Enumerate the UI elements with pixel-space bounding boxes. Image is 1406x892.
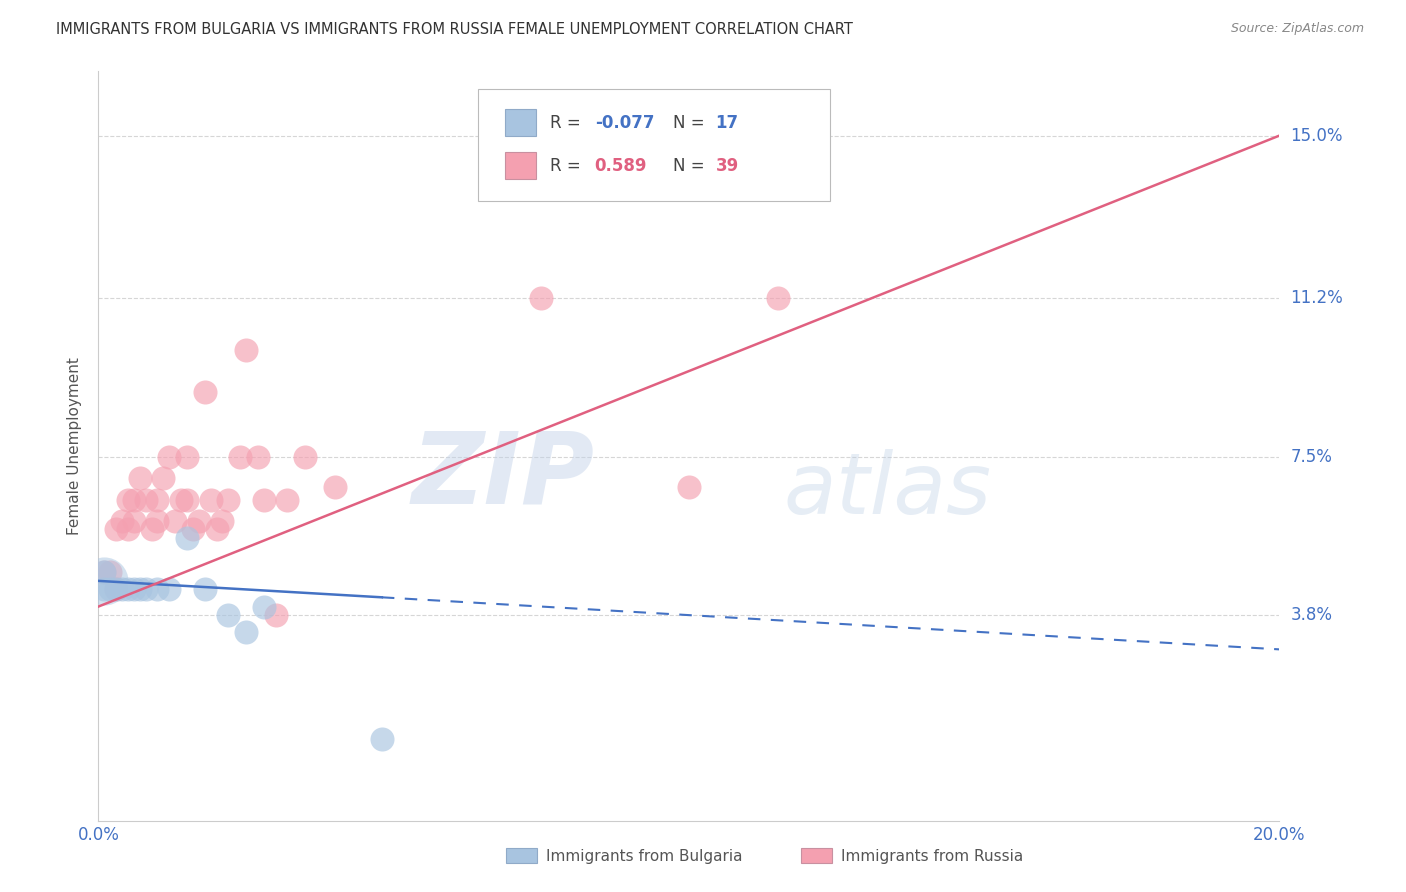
Point	[93, 566, 115, 580]
Text: -0.077: -0.077	[595, 113, 654, 132]
Point	[93, 566, 115, 580]
Point	[176, 531, 198, 545]
Text: R =: R =	[550, 113, 586, 132]
Point	[98, 582, 121, 597]
Point	[141, 523, 163, 537]
Text: 3.8%: 3.8%	[1291, 607, 1333, 624]
Point	[200, 492, 222, 507]
Text: 17: 17	[716, 113, 738, 132]
Point	[181, 523, 204, 537]
Y-axis label: Female Unemployment: Female Unemployment	[66, 357, 82, 535]
Text: Immigrants from Bulgaria: Immigrants from Bulgaria	[546, 849, 742, 863]
Text: atlas: atlas	[783, 450, 991, 533]
Point	[152, 471, 174, 485]
Point	[122, 582, 145, 597]
Point	[211, 514, 233, 528]
Point	[253, 599, 276, 614]
Point	[135, 582, 157, 597]
Text: 0.589: 0.589	[595, 157, 647, 175]
Point	[176, 492, 198, 507]
Text: N =: N =	[673, 113, 710, 132]
Text: 7.5%: 7.5%	[1291, 448, 1333, 466]
Point	[128, 582, 150, 597]
Point	[122, 514, 145, 528]
Point	[146, 514, 169, 528]
Point	[105, 523, 128, 537]
Point	[187, 514, 209, 528]
Point	[111, 514, 134, 528]
Point	[194, 385, 217, 400]
Point	[276, 492, 298, 507]
Text: 39: 39	[716, 157, 740, 175]
Point	[93, 582, 115, 597]
Point	[105, 582, 128, 597]
Text: Immigrants from Russia: Immigrants from Russia	[841, 849, 1024, 863]
Point	[117, 523, 139, 537]
Point	[117, 492, 139, 507]
Text: Source: ZipAtlas.com: Source: ZipAtlas.com	[1230, 22, 1364, 36]
Point	[194, 582, 217, 597]
Point	[128, 471, 150, 485]
Text: R =: R =	[550, 157, 591, 175]
Point	[93, 574, 115, 588]
Point	[217, 608, 239, 623]
Point	[560, 171, 582, 186]
Text: IMMIGRANTS FROM BULGARIA VS IMMIGRANTS FROM RUSSIA FEMALE UNEMPLOYMENT CORRELATI: IMMIGRANTS FROM BULGARIA VS IMMIGRANTS F…	[56, 22, 853, 37]
Point	[253, 492, 276, 507]
Point	[264, 608, 287, 623]
Point	[157, 582, 180, 597]
Point	[323, 480, 346, 494]
Point	[135, 492, 157, 507]
Text: N =: N =	[673, 157, 710, 175]
Text: ZIP: ZIP	[412, 427, 595, 524]
Point	[111, 582, 134, 597]
Point	[294, 450, 316, 464]
Point	[122, 492, 145, 507]
Point	[105, 582, 128, 597]
Point	[146, 492, 169, 507]
Point	[371, 732, 394, 747]
Point	[165, 514, 187, 528]
Point	[530, 291, 553, 305]
Text: 11.2%: 11.2%	[1291, 289, 1343, 307]
Point	[235, 625, 257, 640]
Point	[146, 582, 169, 597]
Point	[235, 343, 257, 357]
Point	[176, 450, 198, 464]
Point	[217, 492, 239, 507]
Point	[98, 566, 121, 580]
Point	[170, 492, 193, 507]
Point	[766, 291, 789, 305]
Point	[229, 450, 252, 464]
Point	[678, 480, 700, 494]
Point	[246, 450, 269, 464]
Point	[117, 582, 139, 597]
Text: 15.0%: 15.0%	[1291, 127, 1343, 145]
Point	[157, 450, 180, 464]
Point	[205, 523, 228, 537]
